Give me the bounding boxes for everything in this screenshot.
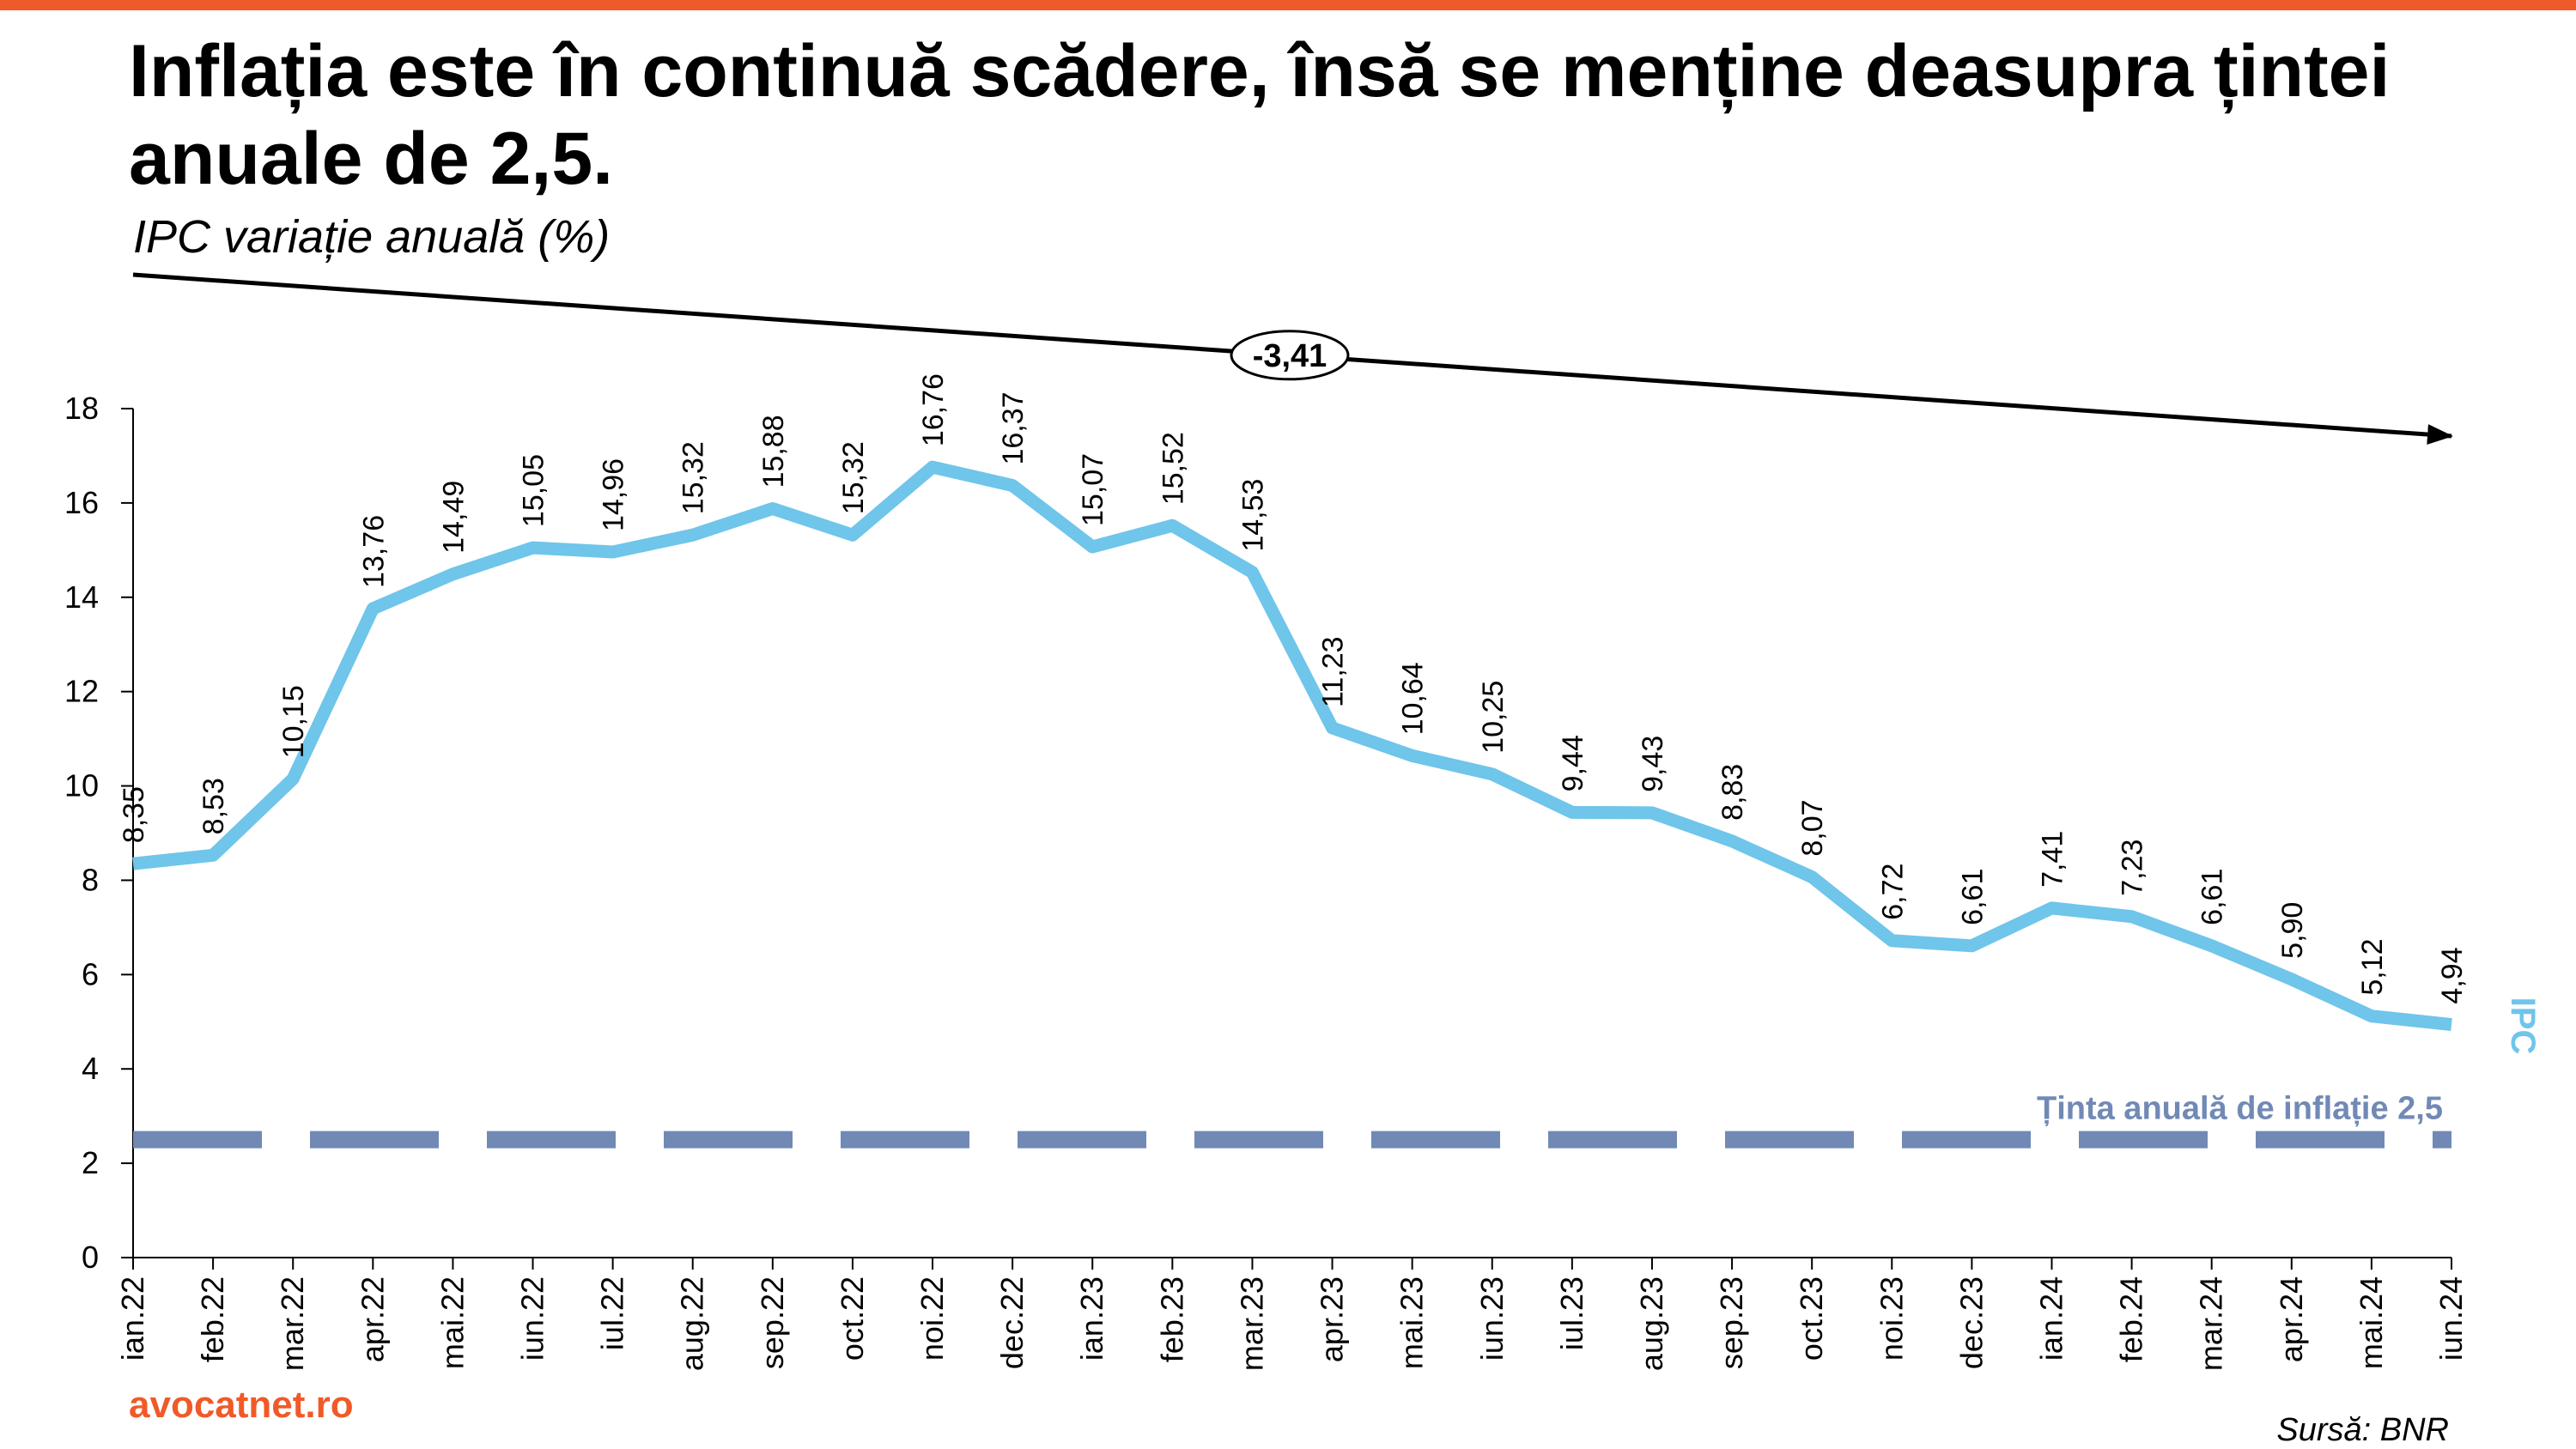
- x-tick-label: oct.22: [835, 1276, 870, 1361]
- trend-badge-bubble: [1230, 330, 1350, 381]
- y-tick-label: 18: [64, 391, 99, 426]
- x-tick-label: mar.24: [2194, 1276, 2229, 1371]
- x-tick-label: iun.22: [515, 1276, 550, 1361]
- data-label: 8,35: [118, 786, 150, 843]
- data-label: 8,07: [1796, 799, 1829, 856]
- target-line-group: Ținta anuală de inflație 2,5: [133, 1091, 2451, 1149]
- x-tick-label: mar.22: [275, 1276, 310, 1371]
- data-label: 6,72: [1876, 864, 1909, 920]
- x-tick-label: iun.23: [1474, 1276, 1510, 1361]
- data-label: 13,76: [357, 515, 390, 588]
- data-label: 5,12: [2356, 938, 2389, 995]
- series-line-ipc: [132, 460, 2452, 1032]
- y-tick-label: 16: [64, 485, 99, 520]
- chart-title: Inflația este în continuă scădere, însă …: [129, 30, 2391, 200]
- x-tick-label: sep.22: [755, 1276, 790, 1369]
- data-label: 10,64: [1397, 662, 1430, 735]
- data-label: 9,43: [1637, 736, 1669, 792]
- data-label: 5,90: [2276, 902, 2309, 959]
- data-label: 8,53: [197, 778, 230, 834]
- data-labels: 8,35 8,53 10,15 13,76 14,49 15,05 14,96 15,32 15…: [118, 373, 2469, 1004]
- x-tick-label: noi.23: [1874, 1276, 1909, 1361]
- x-tick-label: dec.23: [1953, 1276, 1989, 1369]
- x-tick-label: iul.22: [595, 1276, 630, 1350]
- y-tick-label: 6: [82, 956, 99, 991]
- brand-logo-text: avocatnet.ro: [129, 1384, 354, 1426]
- trend-arrow-group: -3,41: [132, 272, 2453, 446]
- x-tick-label: noi.22: [914, 1276, 950, 1361]
- x-tick-label: iul.23: [1554, 1276, 1589, 1350]
- data-label: 16,76: [917, 373, 950, 446]
- x-tick-label: aug.23: [1634, 1276, 1669, 1371]
- data-label: 16,37: [997, 391, 1030, 464]
- x-tick-label: feb.22: [195, 1276, 230, 1362]
- data-label: 14,53: [1236, 479, 1269, 552]
- y-tick-label: 12: [64, 674, 99, 709]
- data-label: 15,32: [677, 441, 710, 514]
- x-tick-label: apr.24: [2274, 1276, 2309, 1362]
- x-tick-label: sep.23: [1714, 1276, 1749, 1369]
- x-tick-label: apr.22: [355, 1276, 390, 1362]
- data-label: 14,49: [437, 481, 470, 554]
- x-tick-label: apr.23: [1315, 1276, 1350, 1362]
- y-tick-label: 8: [82, 862, 99, 897]
- y-tick-label: 0: [82, 1240, 99, 1275]
- data-label: 15,07: [1077, 453, 1109, 526]
- data-label: 10,15: [277, 685, 310, 758]
- trend-badge-label: -3,41: [1253, 338, 1327, 374]
- x-tick-label: mai.22: [434, 1276, 470, 1369]
- y-tick-label: 10: [64, 768, 99, 803]
- target-label: Ținta anuală de inflație 2,5: [2037, 1091, 2443, 1127]
- axes: 0 2 4 6 8 10 12 14 16 18 ian.22 feb.22 mar.22 apr.22 m…: [64, 391, 2469, 1371]
- data-label: 8,83: [1716, 764, 1749, 821]
- x-tick-label: mai.24: [2354, 1276, 2389, 1369]
- data-label: 7,41: [2036, 831, 2069, 888]
- x-tick-label: aug.22: [675, 1276, 710, 1371]
- x-tick-label: feb.23: [1154, 1276, 1189, 1362]
- x-tick-label: oct.23: [1794, 1276, 1829, 1361]
- data-label: 6,61: [2196, 869, 2229, 925]
- data-label: 9,44: [1557, 735, 1589, 791]
- source-note: Sursă: BNR: [2276, 1412, 2449, 1448]
- data-label: 15,88: [757, 415, 790, 488]
- data-label: 11,23: [1317, 636, 1350, 707]
- x-tick-label: dec.22: [994, 1276, 1030, 1369]
- x-tick-label: iun.24: [2433, 1276, 2469, 1361]
- data-label: 15,32: [837, 441, 870, 514]
- chart-subtitle: IPC variație anuală (%): [133, 211, 611, 263]
- top-accent-bar: [0, 0, 2576, 10]
- x-tick-label: ian.24: [2033, 1276, 2069, 1361]
- x-tick-label: ian.22: [115, 1276, 150, 1361]
- data-label: 6,61: [1956, 869, 1989, 925]
- data-label: 4,94: [2436, 947, 2469, 1003]
- x-tick-label: ian.23: [1074, 1276, 1109, 1361]
- data-label: 14,96: [598, 458, 630, 531]
- x-tick-label: feb.24: [2114, 1276, 2149, 1362]
- y-tick-label: 2: [82, 1145, 99, 1180]
- data-label: 15,52: [1157, 432, 1189, 505]
- data-label: 10,25: [1477, 681, 1510, 754]
- series-name-label: IPC: [2504, 997, 2542, 1055]
- y-tick-label: 4: [82, 1051, 99, 1086]
- series-group: IPC: [132, 460, 2542, 1055]
- y-tick-label: 14: [64, 579, 99, 615]
- x-tick-label: mar.23: [1234, 1276, 1269, 1371]
- data-label: 15,05: [518, 454, 550, 527]
- x-tick-label: mai.23: [1394, 1276, 1430, 1369]
- data-label: 7,23: [2117, 840, 2149, 896]
